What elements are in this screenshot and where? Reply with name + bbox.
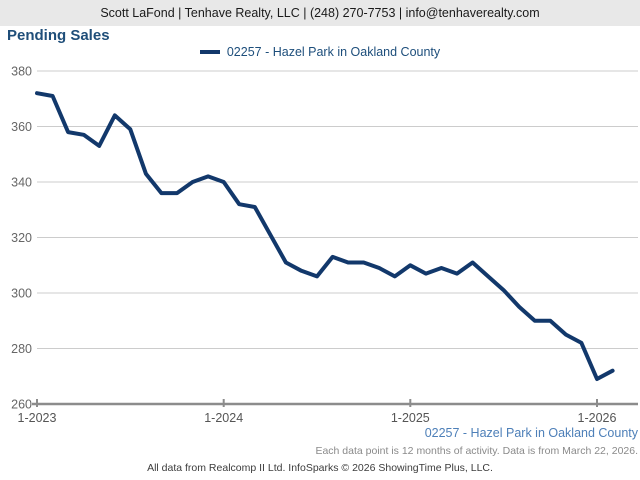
y-axis-tick-label: 260 bbox=[11, 398, 32, 412]
y-axis-tick-label: 300 bbox=[11, 287, 32, 301]
y-axis-tick-label: 380 bbox=[11, 65, 32, 79]
data-note: Each data point is 12 months of activity… bbox=[315, 445, 638, 457]
y-axis-tick-label: 360 bbox=[11, 120, 32, 134]
header-contact-text: Scott LaFond | Tenhave Realty, LLC | (24… bbox=[100, 6, 540, 20]
x-axis-tick-label: 1-2023 bbox=[18, 411, 57, 425]
legend-line-swatch bbox=[199, 50, 220, 54]
chart-legend: 02257 - Hazel Park in Oakland County bbox=[0, 44, 640, 60]
x-axis-tick-label: 1-2024 bbox=[204, 411, 243, 425]
attribution-line: All data from Realcomp II Ltd. InfoSpark… bbox=[147, 462, 493, 474]
header-contact-bar: Scott LaFond | Tenhave Realty, LLC | (24… bbox=[0, 0, 640, 26]
series-caption: 02257 - Hazel Park in Oakland County bbox=[424, 426, 638, 440]
y-axis-tick-label: 320 bbox=[11, 231, 32, 245]
x-axis-tick-label: 1-2026 bbox=[578, 411, 617, 425]
x-axis-tick-label: 1-2025 bbox=[391, 411, 430, 425]
series-line bbox=[35, 91, 615, 381]
page-title: Pending Sales bbox=[7, 27, 110, 44]
legend-series-label: 02257 - Hazel Park in Oakland County bbox=[226, 45, 441, 59]
y-axis-tick-label: 280 bbox=[11, 342, 32, 356]
y-axis-tick-label: 340 bbox=[11, 176, 32, 190]
